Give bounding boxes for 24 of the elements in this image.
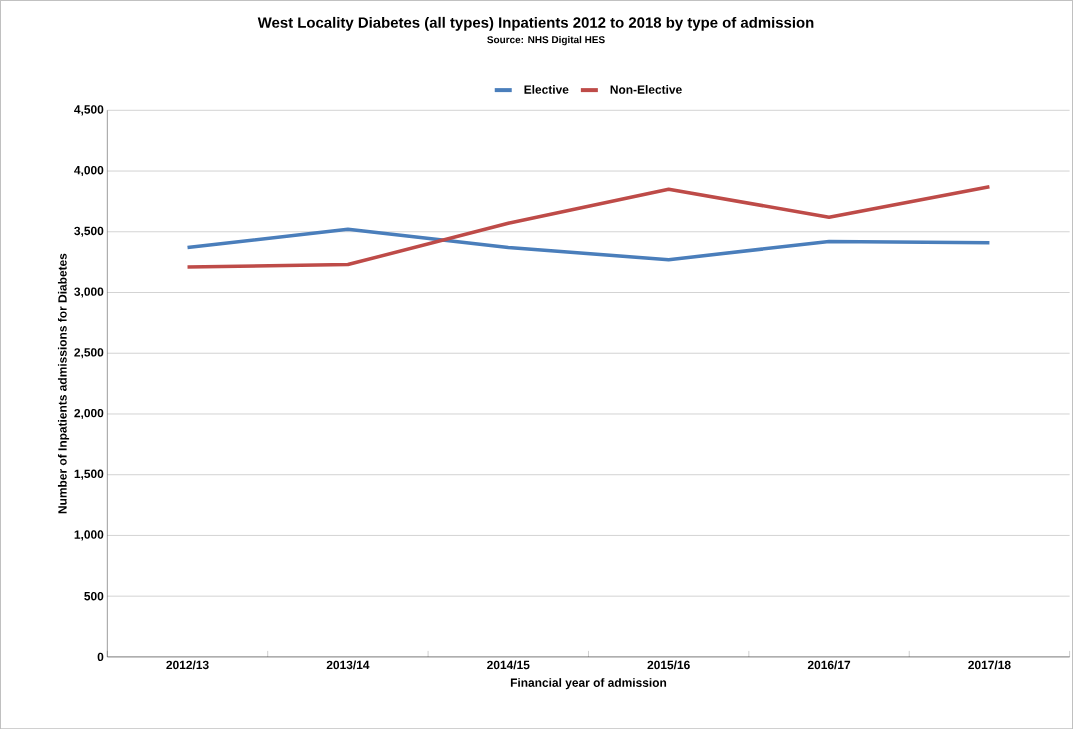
- y-tick-label: 4,000: [74, 165, 104, 176]
- y-tick-label: 500: [84, 591, 104, 601]
- y-tick-label: 3,000: [74, 287, 104, 298]
- line-series: [185, 227, 992, 262]
- y-axis-title: Number of Inpatients admissions for Diabetes: [57, 253, 70, 514]
- line-series: [185, 184, 992, 269]
- x-tick-label: 2013/14: [326, 660, 370, 670]
- y-tick-label: 3,500: [74, 226, 104, 237]
- chart-subtitle: Source: NHS Digital HES: [487, 35, 605, 46]
- legend-label: Non-Elective: [610, 84, 682, 94]
- y-tick-label: 0: [97, 652, 104, 661]
- legend-label: Elective: [524, 84, 569, 94]
- x-tick-label: 2015/16: [647, 660, 690, 670]
- y-tick-label: 1,500: [74, 469, 104, 480]
- chart-title: West Locality Diabetes (all types) Inpatients 2012 to 2018 by type of admission: [257, 16, 814, 31]
- y-tick-label: 2,500: [74, 348, 104, 359]
- y-tick-label: 1,000: [74, 530, 104, 541]
- y-tick-label: 4,500: [74, 105, 104, 116]
- y-tick-label: 2,000: [74, 408, 104, 419]
- x-tick-label: 2012/13: [166, 660, 209, 670]
- x-tick-label: 2017/18: [968, 660, 1011, 670]
- x-tick-label: 2014/15: [487, 660, 530, 670]
- x-axis-title: Financial year of admission: [510, 678, 667, 690]
- x-tick-label: 2016/17: [807, 660, 851, 670]
